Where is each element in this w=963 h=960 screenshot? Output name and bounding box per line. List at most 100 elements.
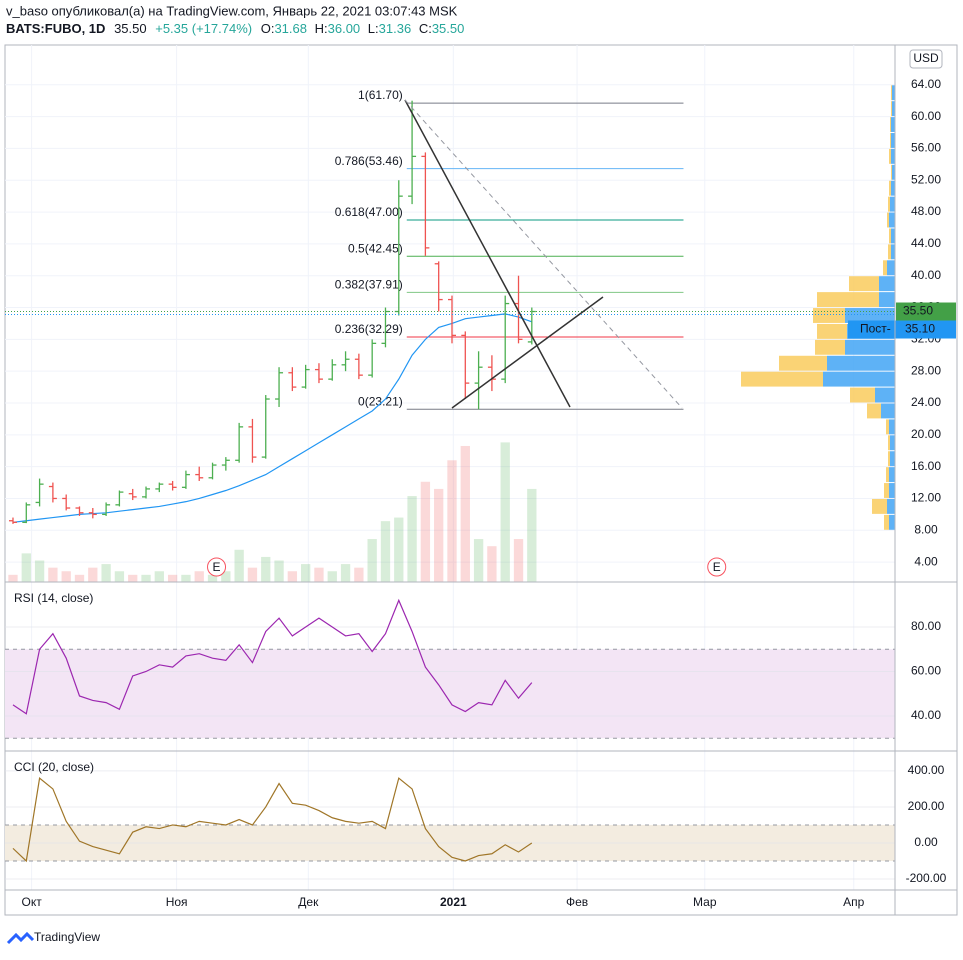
profile-down xyxy=(889,212,895,228)
fib-label: 1(61.70) xyxy=(358,88,403,102)
volume-bar xyxy=(8,574,18,582)
y-tick-label: 8.00 xyxy=(914,522,938,536)
volume-bar xyxy=(513,539,524,582)
volume-bar xyxy=(460,445,470,582)
volume-bar xyxy=(434,488,444,582)
volume-bar xyxy=(128,574,138,582)
profile-up xyxy=(817,323,847,339)
profile-down xyxy=(891,133,895,148)
currency-box[interactable] xyxy=(909,49,943,69)
fib-label: 0.618(47.00) xyxy=(335,205,403,219)
y-tick-label: 0.00 xyxy=(914,835,938,849)
y-tick-label: 24.00 xyxy=(911,395,941,409)
price: 35.50 xyxy=(114,21,147,36)
volume-bar xyxy=(101,564,111,582)
volume-bar xyxy=(234,549,244,582)
y-tick-label: -200.00 xyxy=(906,871,947,885)
o: 31.68 xyxy=(274,21,307,36)
last-price-tag xyxy=(896,302,956,321)
profile-up xyxy=(872,498,887,514)
profile-down xyxy=(887,260,895,276)
x-tick-label: 2021 xyxy=(440,895,467,909)
profile-down xyxy=(892,101,895,117)
profile-up xyxy=(883,260,887,276)
x-tick-label: Ноя xyxy=(166,895,188,909)
change: +5.35 (+17.74%) xyxy=(155,21,252,36)
poc-tag xyxy=(848,320,956,339)
volume-bar xyxy=(380,521,391,582)
y-tick-label: 16.00 xyxy=(911,459,941,473)
profile-up xyxy=(888,244,891,260)
volume-bar xyxy=(327,571,337,582)
profile-up xyxy=(884,483,889,498)
profile-down xyxy=(891,244,895,260)
y-tick-label: 200.00 xyxy=(908,799,945,813)
profile-up xyxy=(889,180,891,196)
c-label: C: xyxy=(419,21,432,36)
symbol: BATS:FUBO, 1D xyxy=(6,21,105,36)
plot-layer: Окт Ноя Дек 2021 Фев Мар Апр 4.00 8.00 12.00 16.00… xyxy=(5,45,956,909)
profile-down xyxy=(891,180,895,196)
profile-down xyxy=(879,292,895,308)
volume-bar xyxy=(141,574,151,582)
volume-bar xyxy=(154,571,164,582)
volume-bar xyxy=(207,574,218,582)
y-tick-label: 80.00 xyxy=(911,619,941,633)
volume-bar xyxy=(61,571,71,582)
profile-down xyxy=(892,85,895,101)
brand: TradingView xyxy=(34,930,100,944)
indicator-line xyxy=(12,598,533,715)
fib-label: 0.786(53.46) xyxy=(335,154,403,168)
volume-bar xyxy=(447,460,457,582)
volume-bar xyxy=(88,567,98,582)
y-tick-label: 40.00 xyxy=(911,268,941,282)
profile-up xyxy=(741,371,823,387)
profile-down xyxy=(890,196,895,212)
pane-title: RSI (14, close) xyxy=(14,591,93,605)
trend-line xyxy=(451,296,604,409)
profile-down xyxy=(827,355,895,371)
h-label: H: xyxy=(315,21,328,36)
poc-name: Пост- xyxy=(860,322,891,336)
profile-down xyxy=(889,514,895,530)
ma-line xyxy=(12,313,533,523)
profile-down xyxy=(845,339,895,355)
volume-bar xyxy=(367,539,377,582)
h: 36.00 xyxy=(328,21,361,36)
profile-up xyxy=(889,228,891,244)
pane-title: CCI (20, close) xyxy=(14,760,94,774)
profile-up xyxy=(887,212,889,228)
l: 31.36 xyxy=(379,21,412,36)
logo-icon xyxy=(6,931,35,945)
fib-label: 0(23.21) xyxy=(358,394,403,408)
profile-down xyxy=(891,148,895,164)
profile-up xyxy=(891,85,892,101)
profile-down xyxy=(892,164,895,180)
x-tick-label: Окт xyxy=(21,895,42,909)
x-tick-label: Фев xyxy=(566,895,588,909)
profile-up xyxy=(886,419,889,435)
x-tick-label: Мар xyxy=(693,895,717,909)
volume-bar xyxy=(114,571,125,582)
volume-bar xyxy=(274,560,284,582)
volume-bar xyxy=(181,574,191,582)
volume-bar xyxy=(261,556,271,582)
profile-down xyxy=(889,419,895,435)
earnings-marker xyxy=(207,557,227,577)
currency: USD xyxy=(913,51,939,65)
profile-up xyxy=(888,451,890,467)
profile-down xyxy=(890,451,895,467)
profile-up xyxy=(815,339,845,355)
y-tick-label: 48.00 xyxy=(911,204,941,218)
y-tick-label: 60.00 xyxy=(911,664,941,678)
profile-down xyxy=(889,467,895,483)
volume-bar xyxy=(287,571,298,582)
volume-bar xyxy=(527,488,537,582)
y-tick-label: 40.00 xyxy=(911,708,941,722)
volume-bar xyxy=(48,567,58,582)
fib-label: 0.236(32.29) xyxy=(335,322,403,336)
x-tick-label: Дек xyxy=(298,895,319,909)
earnings-marker xyxy=(707,557,727,577)
fib-trend xyxy=(404,99,683,409)
